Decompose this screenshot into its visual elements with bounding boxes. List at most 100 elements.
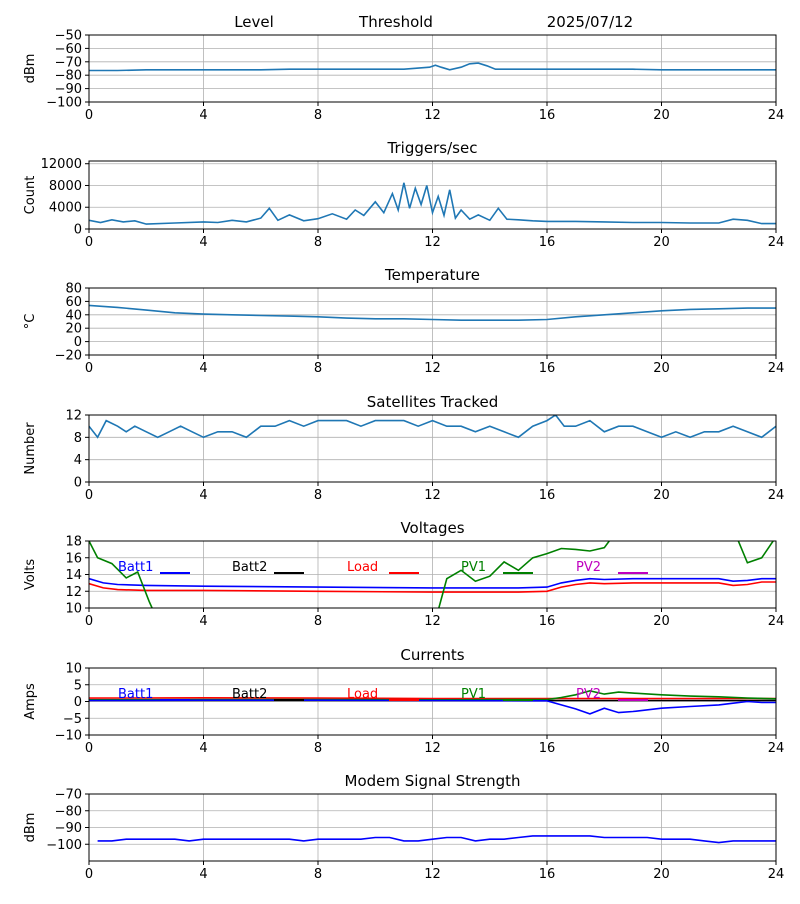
x-tick-label: 16 [539, 614, 556, 629]
x-tick-label: 0 [85, 614, 93, 629]
y-tick-label: −80 [55, 69, 82, 84]
x-tick-label: 4 [199, 108, 207, 123]
x-tick-label: 8 [314, 614, 322, 629]
y-tick-label: 0 [74, 695, 82, 710]
y-tick-label: 12 [65, 585, 82, 600]
y-axis-label: dBm [23, 813, 38, 843]
x-tick-label: 12 [424, 108, 441, 123]
header-date: 2025/07/12 [547, 13, 633, 31]
legend-label-batt2: Batt2 [232, 560, 267, 575]
y-axis-label: °C [23, 314, 38, 330]
legend-label-load: Load [347, 687, 378, 702]
x-tick-label: 16 [539, 361, 556, 376]
x-tick-label: 4 [199, 614, 207, 629]
x-tick-label: 16 [539, 741, 556, 756]
x-tick-label: 4 [199, 488, 207, 503]
y-tick-label: 80 [65, 282, 82, 297]
x-tick-label: 4 [199, 741, 207, 756]
panel-title: Triggers/sec [387, 139, 478, 157]
x-tick-label: 8 [314, 741, 322, 756]
y-tick-label: 0 [74, 335, 82, 350]
x-tick-label: 20 [653, 614, 670, 629]
x-tick-label: 8 [314, 867, 322, 882]
x-tick-label: 8 [314, 108, 322, 123]
series-line-0 [89, 304, 776, 322]
y-tick-label: 0 [74, 223, 82, 238]
y-axis-label: Number [23, 422, 38, 475]
x-tick-label: 24 [768, 488, 785, 503]
y-axis-label: Amps [23, 683, 38, 720]
y-tick-label: −70 [55, 55, 82, 70]
legend-label-pv2: PV2 [576, 560, 601, 575]
x-tick-label: 16 [539, 108, 556, 123]
panel-title: Satellites Tracked [367, 393, 498, 411]
y-tick-label: 18 [65, 535, 82, 550]
y-tick-label: 16 [65, 551, 82, 566]
panel-6: 0 4 8 12 16 20 24 −70−80 −90 −100 Modem Signal Str… [23, 772, 784, 882]
series-line-0 [89, 415, 776, 439]
x-tick-label: 12 [424, 614, 441, 629]
panel-title: Modem Signal Strength [345, 772, 521, 790]
legend-label-batt2: Batt2 [232, 687, 267, 702]
y-tick-label: −90 [55, 82, 82, 97]
y-tick-label: −90 [55, 821, 82, 836]
y-tick-label: 40 [65, 308, 82, 323]
series-line-0 [97, 835, 776, 844]
panel-0: 0 4 8 12 16 20 24 −50−60−70−80−90−100 dBm [23, 29, 784, 124]
y-tick-label: 5 [74, 678, 82, 693]
panel-1: 0 4 8 12 16 20 24 0 4000 8000 12000 Triggers/sec Cou… [23, 139, 784, 250]
y-tick-label: 10 [65, 602, 82, 617]
x-tick-label: 0 [85, 867, 93, 882]
y-axis-label: Volts [23, 559, 38, 591]
y-tick-label: 4 [74, 453, 82, 468]
x-tick-label: 4 [199, 235, 207, 250]
y-axis-label: Count [23, 176, 38, 215]
series-line-load [89, 581, 776, 593]
x-tick-label: 20 [653, 108, 670, 123]
series-line-pv1 [89, 541, 775, 608]
x-tick-label: 12 [424, 488, 441, 503]
y-tick-label: −100 [46, 838, 82, 853]
y-tick-label: 10 [65, 662, 82, 677]
y-tick-label: 8 [74, 431, 82, 446]
x-tick-label: 16 [539, 867, 556, 882]
x-tick-label: 12 [424, 867, 441, 882]
x-tick-label: 20 [653, 741, 670, 756]
x-tick-label: 24 [768, 361, 785, 376]
y-tick-label: 4000 [49, 201, 82, 216]
x-tick-label: 0 [85, 108, 93, 123]
x-tick-label: 0 [85, 361, 93, 376]
panel-3: 0 4 8 12 16 20 24 0 4 8 12 Satellites Tracked Number [23, 393, 784, 503]
header-level-label: Level [234, 13, 274, 31]
y-tick-label: −80 [55, 804, 82, 819]
y-tick-label: −20 [55, 349, 82, 364]
x-tick-label: 12 [424, 361, 441, 376]
x-tick-label: 24 [768, 614, 785, 629]
y-tick-label: 12000 [41, 157, 82, 172]
y-tick-label: 14 [65, 568, 82, 583]
panel-title: Currents [400, 646, 464, 664]
y-tick-label: −50 [55, 29, 82, 44]
x-tick-label: 24 [768, 235, 785, 250]
x-tick-label: 12 [424, 235, 441, 250]
legend-label-load: Load [347, 560, 378, 575]
x-tick-label: 20 [653, 867, 670, 882]
y-tick-label: −70 [55, 788, 82, 803]
x-tick-label: 0 [85, 488, 93, 503]
x-tick-label: 24 [768, 867, 785, 882]
y-tick-label: 12 [65, 409, 82, 424]
y-tick-label: −5 [63, 712, 82, 727]
x-tick-label: 8 [314, 361, 322, 376]
panel-title: Temperature [384, 266, 480, 284]
series-line-0 [89, 182, 776, 225]
x-tick-label: 20 [653, 361, 670, 376]
y-tick-label: 8000 [49, 179, 82, 194]
y-tick-label: −100 [46, 96, 82, 111]
legend-label-batt1: Batt1 [118, 687, 153, 702]
legend-label-pv1: PV1 [461, 560, 486, 575]
x-tick-label: 4 [199, 867, 207, 882]
